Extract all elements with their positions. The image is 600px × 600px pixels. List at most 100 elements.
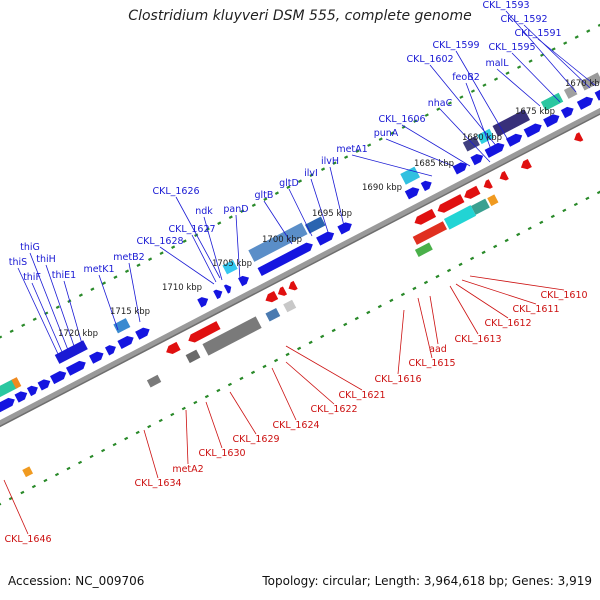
top-gene-label: CKL_1626 bbox=[152, 186, 199, 197]
reverse-gene-block bbox=[487, 194, 499, 207]
leader-line-top bbox=[128, 262, 141, 323]
forward-gene-arrow bbox=[65, 360, 86, 376]
reverse-gene-arrow bbox=[437, 194, 465, 213]
tick-mark-lower bbox=[400, 292, 405, 297]
tick-mark-lower bbox=[181, 406, 186, 411]
leader-line-top bbox=[31, 282, 63, 353]
leader-line-top bbox=[523, 24, 591, 89]
feature-layer bbox=[0, 72, 600, 478]
reverse-gene-arrow bbox=[265, 291, 279, 303]
reverse-gene-arrow bbox=[166, 341, 181, 354]
bottom-gene-label: CKL_1616 bbox=[374, 374, 421, 385]
scale-label: 1695 kbp bbox=[312, 209, 352, 219]
top-gene-label: CKL_1602 bbox=[406, 54, 453, 65]
reverse-gene-block bbox=[265, 308, 281, 322]
scale-labels: 1670 kbp 1675 kbp 1680 kbp 1685 kbp 1690 kbp… bbox=[58, 79, 600, 339]
forward-gene-block bbox=[54, 340, 88, 364]
tick-mark-upper bbox=[67, 299, 72, 304]
tick-mark-lower bbox=[516, 232, 521, 237]
leader-line-top bbox=[465, 82, 493, 153]
tick-mark-lower bbox=[354, 316, 359, 321]
tick-mark-upper bbox=[90, 287, 95, 291]
top-gene-label: panD bbox=[223, 204, 248, 215]
forward-gene-arrow bbox=[26, 385, 38, 397]
leader-line-top bbox=[159, 246, 215, 285]
reverse-gene-block bbox=[471, 198, 490, 215]
tick-mark-lower bbox=[54, 472, 60, 477]
leader-line-bottom bbox=[229, 391, 257, 435]
leader-line-top bbox=[455, 50, 509, 141]
tick-mark-lower bbox=[331, 328, 336, 333]
tick-mark-lower bbox=[204, 394, 209, 399]
tick-mark-upper bbox=[320, 167, 326, 171]
bottom-gene-label: CKL_1621 bbox=[338, 390, 385, 401]
tick-mark-lower bbox=[562, 208, 567, 213]
leader-line-bottom bbox=[455, 283, 509, 319]
tick-mark-lower bbox=[216, 388, 221, 393]
tick-mark-lower bbox=[550, 214, 555, 219]
top-gene-label: CKL_1592 bbox=[500, 14, 547, 25]
scale-label: 1675 kbp bbox=[515, 107, 555, 117]
scale-label: 1715 kbp bbox=[110, 307, 150, 317]
reverse-gene-block bbox=[202, 316, 262, 356]
forward-gene-arrow bbox=[543, 114, 560, 128]
tick-mark-upper bbox=[182, 239, 187, 243]
backbone-line bbox=[0, 107, 600, 426]
forward-gene-block bbox=[563, 85, 578, 99]
forward-gene-arrow bbox=[37, 379, 51, 391]
tick-mark-lower bbox=[504, 238, 509, 243]
tick-mark-lower bbox=[285, 352, 290, 357]
reverse-gene-arrow bbox=[499, 171, 509, 181]
tick-mark-upper bbox=[332, 161, 337, 165]
tick-mark-lower bbox=[147, 424, 152, 429]
tick-mark-upper bbox=[470, 89, 476, 93]
reverse-gene-arrow bbox=[464, 185, 481, 199]
forward-gene-arrow bbox=[135, 327, 150, 340]
tick-mark-upper bbox=[55, 305, 60, 310]
forward-gene-block bbox=[579, 72, 600, 91]
forward-gene-block bbox=[477, 128, 495, 145]
tick-mark-lower bbox=[458, 262, 463, 267]
forward-gene-arrow bbox=[257, 242, 313, 277]
leader-line-top bbox=[511, 52, 561, 103]
tick-mark-upper bbox=[528, 59, 533, 63]
top-gene-label: ilvI bbox=[304, 168, 318, 179]
tick-mark-lower bbox=[193, 400, 198, 405]
top-gene-label: metK1 bbox=[83, 264, 114, 275]
top-gene-label: thiE1 bbox=[52, 270, 76, 281]
leader-line-bottom bbox=[397, 309, 405, 375]
leader-line-top bbox=[235, 214, 241, 281]
leader-line-bottom bbox=[185, 409, 189, 465]
tick-mark-lower bbox=[112, 442, 117, 447]
forward-gene-arrow bbox=[420, 180, 432, 192]
tick-mark-lower bbox=[585, 196, 590, 201]
tick-mark-upper bbox=[286, 185, 291, 189]
tick-mark-upper bbox=[586, 29, 591, 33]
tick-mark-lower bbox=[573, 202, 578, 207]
leader-line-top bbox=[351, 154, 433, 177]
tick-mark-lower bbox=[227, 382, 233, 387]
leader-line-bottom bbox=[449, 285, 479, 335]
tick-mark-lower bbox=[412, 286, 417, 291]
forward-gene-arrow bbox=[452, 162, 468, 175]
tick-mark-upper bbox=[459, 95, 464, 99]
top-gene-labels: CKL_1593 CKL_1592 CKL_1591 CKL_1599 CKL_1595… bbox=[9, 0, 562, 283]
top-gene-label: malL bbox=[485, 58, 509, 69]
forward-gene-block bbox=[304, 216, 326, 234]
reverse-gene-block bbox=[146, 374, 162, 388]
forward-gene-block bbox=[11, 377, 22, 389]
bottom-gene-label: CKL_1634 bbox=[134, 478, 181, 489]
tick-mark-lower bbox=[377, 304, 382, 309]
tick-mark-lower bbox=[66, 466, 71, 471]
tick-mark-lower bbox=[43, 478, 48, 483]
tick-mark-upper bbox=[240, 209, 245, 213]
scale-label: 1720 kbp bbox=[58, 329, 98, 339]
forward-gene-block bbox=[248, 222, 308, 262]
top-gene-label: CKL_1593 bbox=[482, 0, 529, 11]
tick-mark-upper bbox=[297, 179, 303, 183]
forward-gene-block bbox=[113, 318, 131, 334]
leader-line-bottom bbox=[429, 295, 439, 345]
reverse-gene-block bbox=[412, 221, 448, 245]
